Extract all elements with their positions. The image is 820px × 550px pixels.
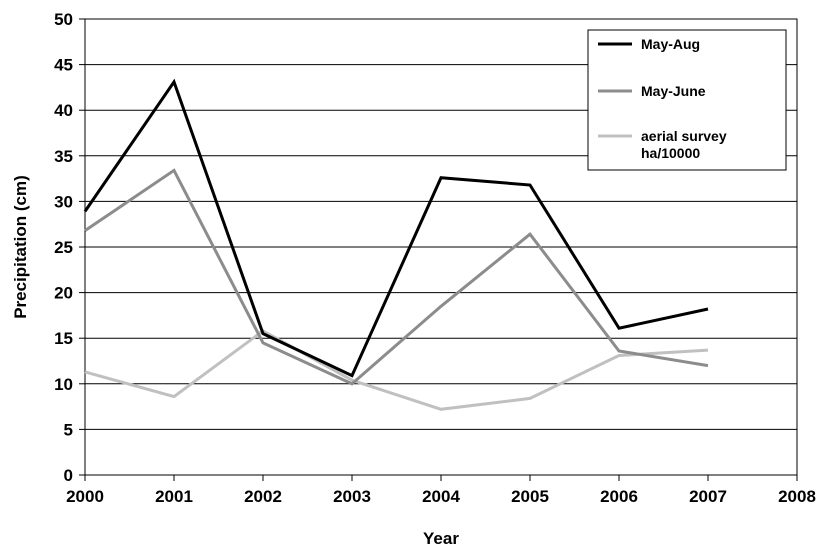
y-tick-label: 45 (54, 56, 73, 75)
y-tick-label: 25 (54, 238, 73, 257)
legend-box (587, 29, 787, 171)
plot-area-border (84, 18, 798, 476)
y-axis-title: Precipitation (cm) (11, 175, 30, 319)
x-tick-label: 2005 (511, 487, 549, 506)
legend-label: May-Aug (641, 36, 700, 52)
series-lines (83, 78, 709, 411)
series-line-1 (84, 168, 709, 386)
series-line-2 (84, 329, 709, 411)
series-line-0 (83, 78, 709, 378)
x-tick-label: 2000 (66, 487, 104, 506)
legend-label: May-June (641, 83, 706, 99)
y-tick-label: 0 (64, 466, 73, 485)
x-tick-label: 2001 (155, 487, 193, 506)
y-tick-label: 35 (54, 147, 73, 166)
y-tick-label: 20 (54, 284, 73, 303)
y-tick-label: 50 (54, 10, 73, 29)
legend-label: ha/10000 (641, 145, 700, 161)
x-axis-title: Year (423, 529, 459, 548)
x-tick-label: 2003 (333, 487, 371, 506)
x-tick-label: 2002 (244, 487, 282, 506)
y-tick-label: 40 (54, 101, 73, 120)
y-tick-label: 30 (54, 192, 73, 211)
x-tick-label: 2008 (778, 487, 816, 506)
y-tick-label: 5 (64, 420, 73, 439)
x-tick-label: 2007 (689, 487, 727, 506)
x-tick-label: 2004 (422, 487, 460, 506)
axes: 0 5 10 15 20 25 30 35 40 45 50 2000 2001 2002 2003 2004… (54, 10, 816, 506)
y-tick-label: 15 (54, 329, 73, 348)
y-tick-label: 10 (54, 375, 73, 394)
legend-label: aerial survey (641, 128, 727, 144)
x-tick-label: 2006 (600, 487, 638, 506)
